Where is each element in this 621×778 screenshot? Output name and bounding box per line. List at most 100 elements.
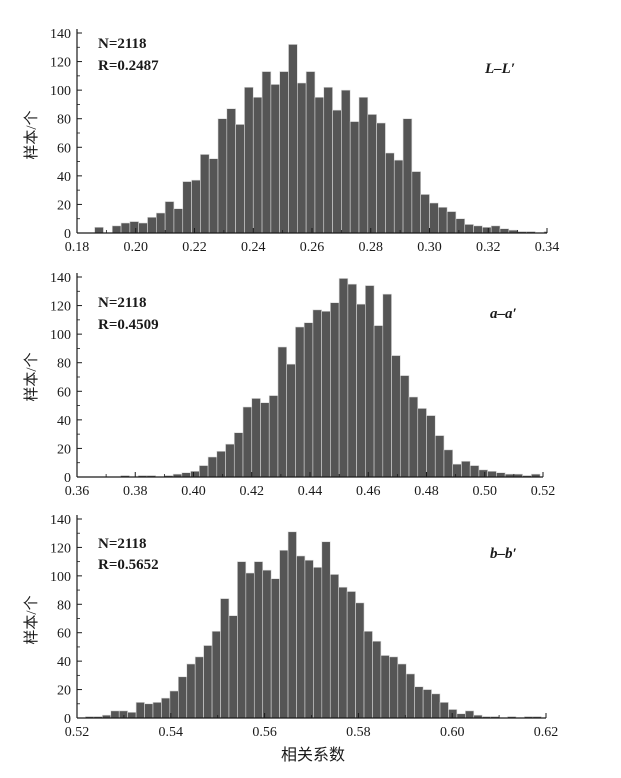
- x-tick-label: 0.52: [65, 725, 90, 740]
- histogram-bar: [465, 710, 475, 719]
- histogram-bar: [487, 470, 497, 478]
- x-tick-label: 0.44: [298, 484, 323, 499]
- histogram-bar: [332, 109, 342, 234]
- histogram-bar: [314, 96, 325, 234]
- panel-b-b: N=2118 R=0.5652 b–b′ 样本/个 0.52 0.54 0.56 0.…: [23, 513, 558, 764]
- x-tick-label: 0.30: [417, 240, 442, 255]
- histogram-bar: [190, 470, 200, 478]
- histogram-bar: [270, 84, 280, 234]
- histogram-bar: [138, 222, 148, 234]
- x-tick-label: 0.46: [356, 484, 381, 499]
- histogram-bar: [216, 450, 226, 478]
- histogram-bar: [251, 398, 261, 478]
- x-tick-label: 0.26: [300, 240, 325, 255]
- histogram-bar: [277, 346, 287, 478]
- histogram-bar: [191, 179, 201, 234]
- histogram-bar: [200, 154, 210, 234]
- histogram-bar: [434, 435, 445, 478]
- histogram-bar: [220, 598, 230, 719]
- histogram-bar: [279, 71, 289, 234]
- histogram-bar: [330, 302, 340, 478]
- histogram-bar: [376, 122, 386, 234]
- histogram-bar: [356, 303, 366, 478]
- histogram-bar: [496, 472, 506, 478]
- histogram-bar: [182, 181, 192, 234]
- histogram-bar: [405, 673, 415, 719]
- y-tick-label: 100: [50, 328, 71, 343]
- histogram-bar: [380, 655, 390, 719]
- y-tick-label: 140: [50, 27, 71, 42]
- axes-l-l: 0.18 0.20 0.22 0.24 0.26 0.28 0.30 0.32 0.34 0 20 4…: [50, 27, 559, 255]
- histogram-bar: [397, 663, 407, 719]
- panel-tag: L–L′: [484, 61, 515, 77]
- histogram-bar: [341, 89, 351, 234]
- x-tick-label: 0.42: [240, 484, 265, 499]
- bars-b-b: [85, 531, 542, 719]
- histogram-bar: [211, 630, 221, 719]
- histogram-bar: [268, 395, 279, 478]
- x-tick-label: 0.34: [535, 240, 560, 255]
- histogram-bar: [296, 555, 306, 719]
- y-tick-label: 0: [64, 227, 71, 242]
- histogram-bar: [235, 124, 245, 234]
- y-tick-label: 100: [50, 84, 71, 99]
- y-axis-label: 样本/个: [23, 595, 40, 644]
- histogram-bar: [367, 114, 377, 234]
- histogram-bar: [393, 159, 404, 234]
- histogram-bar: [228, 615, 238, 719]
- histogram-bar: [173, 208, 184, 234]
- histogram-bar: [164, 201, 175, 234]
- histogram-bar: [161, 697, 171, 719]
- histogram-bar: [242, 406, 253, 478]
- histogram-bar: [207, 456, 218, 478]
- x-tick-label: 0.40: [181, 484, 206, 499]
- histogram-bar: [358, 96, 369, 234]
- axes-a-a: 0.36 0.38 0.40 0.42 0.44 0.46 0.48 0.50 0.52 0 20 4…: [50, 271, 555, 499]
- y-tick-label: 40: [57, 414, 71, 429]
- sample-count-label: N=2118: [98, 536, 147, 552]
- histogram-bar: [408, 396, 419, 478]
- histogram-bar: [391, 355, 401, 478]
- y-tick-label: 140: [50, 271, 71, 286]
- histogram-bar: [338, 586, 348, 719]
- histogram-bar: [438, 206, 448, 234]
- x-tick-label: 0.20: [124, 240, 149, 255]
- histogram-bar: [270, 578, 280, 719]
- histogram-bar: [217, 118, 228, 234]
- histogram-bar: [261, 71, 272, 234]
- histogram-bar: [135, 702, 145, 719]
- histogram-bar: [455, 218, 466, 234]
- x-tick-label: 0.50: [473, 484, 498, 499]
- histogram-bar: [208, 158, 219, 234]
- histogram-bar: [402, 118, 413, 234]
- histogram-bar: [286, 363, 296, 478]
- histogram-bar: [297, 82, 307, 234]
- histogram-bar: [399, 375, 410, 478]
- x-tick-label: 0.52: [531, 484, 556, 499]
- histogram-bar: [321, 541, 331, 719]
- histogram-bar: [385, 152, 395, 234]
- histogram-bar: [349, 121, 360, 234]
- histogram-bar: [313, 567, 323, 719]
- y-tick-label: 80: [57, 113, 71, 128]
- histogram-bar: [194, 656, 204, 719]
- y-tick-label: 80: [57, 357, 71, 372]
- histogram-bar: [178, 676, 188, 719]
- x-tick-label: 0.22: [182, 240, 207, 255]
- histogram-bar: [181, 472, 191, 478]
- histogram-bar: [226, 108, 236, 234]
- histogram-bar: [464, 224, 474, 234]
- histogram-bar: [365, 285, 375, 478]
- histogram-bar: [417, 408, 427, 478]
- histogram-bar: [338, 278, 349, 478]
- histogram-bar: [382, 293, 392, 478]
- histogram-bar: [499, 228, 510, 234]
- histogram-bar: [233, 432, 244, 478]
- histogram-bar: [473, 225, 483, 234]
- x-tick-label: 0.62: [534, 725, 559, 740]
- histogram-bar: [429, 202, 439, 234]
- histogram-bar: [127, 712, 137, 719]
- histogram-bar: [245, 572, 255, 719]
- histogram-bar: [469, 465, 480, 478]
- y-tick-label: 120: [50, 541, 71, 556]
